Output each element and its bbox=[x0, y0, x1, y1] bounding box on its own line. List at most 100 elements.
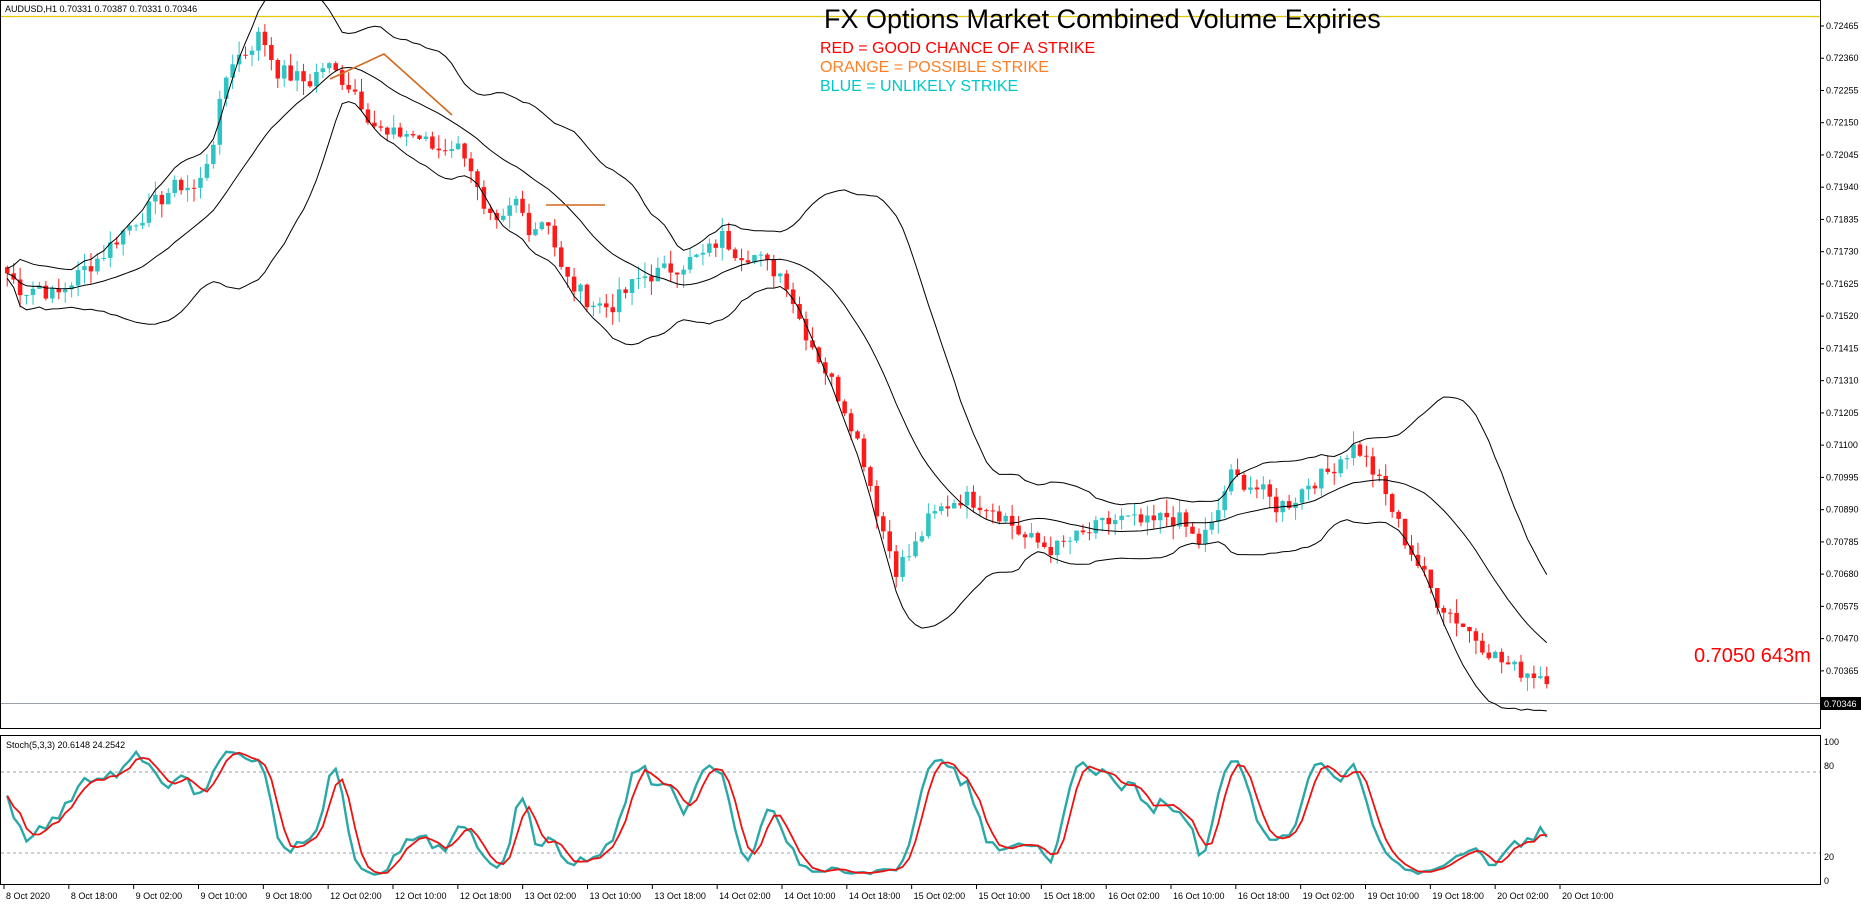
time-tick-label: 20 Oct 02:00 bbox=[1497, 891, 1549, 901]
price-panel-frame bbox=[0, 0, 1821, 729]
candle-body bbox=[423, 136, 429, 140]
price-tick-label: 0.71520 bbox=[1826, 311, 1859, 321]
candle-body bbox=[765, 254, 770, 260]
candle-body bbox=[829, 373, 835, 377]
candle-body bbox=[1151, 515, 1157, 521]
candle-body bbox=[108, 242, 113, 259]
price-tick-label: 0.72465 bbox=[1826, 21, 1859, 31]
time-tick-label: 15 Oct 02:00 bbox=[914, 891, 966, 901]
candle-body bbox=[623, 289, 628, 293]
candle-body bbox=[391, 127, 396, 135]
candle-body bbox=[17, 279, 23, 296]
time-tick-label: 12 Oct 10:00 bbox=[395, 891, 447, 901]
price-tick-label: 0.70575 bbox=[1826, 601, 1859, 611]
candle-body bbox=[1190, 526, 1195, 534]
price-tick-label: 0.72150 bbox=[1826, 118, 1859, 128]
stoch-panel-frame bbox=[0, 735, 1821, 885]
candle-body bbox=[211, 144, 216, 164]
price-tick-label: 0.71310 bbox=[1826, 376, 1859, 386]
time-tick-label: 19 Oct 18:00 bbox=[1432, 891, 1484, 901]
time-tick-label: 8 Oct 2020 bbox=[6, 891, 50, 901]
candle-body bbox=[1331, 471, 1337, 474]
candle-body bbox=[500, 215, 506, 220]
candle-body bbox=[861, 438, 867, 468]
stoch-info: Stoch(5,3,3) 20.6148 24.2542 bbox=[6, 740, 125, 750]
candle-body bbox=[1447, 612, 1453, 614]
candle-body bbox=[1364, 455, 1369, 457]
bollinger-bands bbox=[6, 0, 1548, 712]
candle-body bbox=[868, 467, 873, 486]
legend-blue: BLUE = UNLIKELY STRIKE bbox=[820, 78, 1018, 95]
candle-body bbox=[662, 263, 667, 268]
bb-lower-line bbox=[6, 101, 1547, 712]
candle-body bbox=[56, 288, 62, 293]
candle-body bbox=[281, 65, 287, 79]
candle-body bbox=[584, 284, 590, 308]
candle-body bbox=[1016, 525, 1021, 535]
candle-body bbox=[1319, 468, 1324, 489]
candle-body bbox=[1299, 489, 1305, 503]
candle-body bbox=[636, 278, 641, 280]
candle-body bbox=[642, 276, 648, 279]
candle-body bbox=[37, 285, 42, 289]
candle-body bbox=[1261, 484, 1266, 490]
stochastic-layer bbox=[1, 749, 1820, 876]
candle-body bbox=[1177, 512, 1182, 527]
candle-body bbox=[758, 254, 764, 256]
candle-body bbox=[945, 506, 950, 509]
candle-body bbox=[352, 89, 358, 92]
candle-body bbox=[462, 143, 467, 159]
candle-body bbox=[1518, 661, 1524, 678]
candle-body bbox=[533, 229, 538, 236]
candle-body bbox=[546, 222, 551, 226]
candle-body bbox=[133, 225, 139, 227]
candle-body bbox=[629, 279, 635, 293]
candle-body bbox=[333, 63, 339, 71]
bb-middle-line bbox=[6, 66, 1548, 644]
candle-body bbox=[707, 243, 712, 253]
candle-body bbox=[1087, 532, 1092, 534]
candle-body bbox=[732, 249, 738, 259]
candle-body bbox=[1067, 540, 1073, 542]
candle-body bbox=[1467, 626, 1472, 632]
candle-body bbox=[1054, 540, 1060, 556]
candle-body bbox=[713, 243, 719, 248]
candle-body bbox=[1100, 517, 1105, 521]
price-tick-label: 0.72255 bbox=[1826, 85, 1859, 95]
legend-red: RED = GOOD CHANCE OF A STRIKE bbox=[820, 40, 1095, 57]
candle-body bbox=[900, 556, 905, 577]
candle-body bbox=[50, 288, 55, 299]
candle-body bbox=[552, 225, 558, 248]
candle-body bbox=[1286, 501, 1292, 508]
candle-body bbox=[1480, 640, 1485, 653]
candle-body bbox=[436, 148, 442, 151]
candle-body bbox=[971, 491, 976, 508]
candle-body bbox=[275, 59, 281, 79]
candle-body bbox=[1048, 546, 1054, 556]
candle-body bbox=[301, 71, 306, 82]
time-tick-label: 16 Oct 18:00 bbox=[1238, 891, 1290, 901]
price-tick-label: 0.70890 bbox=[1826, 505, 1859, 515]
candle-body bbox=[913, 541, 918, 557]
candle-body bbox=[397, 127, 403, 137]
candle-body bbox=[1538, 676, 1543, 679]
candle-body bbox=[1042, 542, 1047, 547]
candle-body bbox=[1435, 588, 1440, 608]
candle-body bbox=[307, 81, 313, 87]
candle-body bbox=[1145, 515, 1150, 523]
candle-body bbox=[488, 208, 493, 213]
candle-body bbox=[874, 485, 880, 517]
price-tick-label: 0.70365 bbox=[1826, 666, 1859, 676]
candle-body bbox=[1106, 517, 1112, 525]
price-tick-label: 0.71940 bbox=[1826, 182, 1859, 192]
annotation-zigzag-line bbox=[329, 53, 453, 116]
candle-body bbox=[1383, 475, 1388, 495]
candle-body bbox=[526, 212, 532, 236]
time-tick-label: 20 Oct 10:00 bbox=[1562, 891, 1614, 901]
candle-body bbox=[166, 193, 171, 205]
time-tick-label: 12 Oct 02:00 bbox=[330, 891, 382, 901]
candle-body bbox=[694, 254, 699, 257]
candle-body bbox=[958, 503, 963, 506]
candle-body bbox=[191, 187, 197, 189]
candle-body bbox=[578, 284, 583, 292]
